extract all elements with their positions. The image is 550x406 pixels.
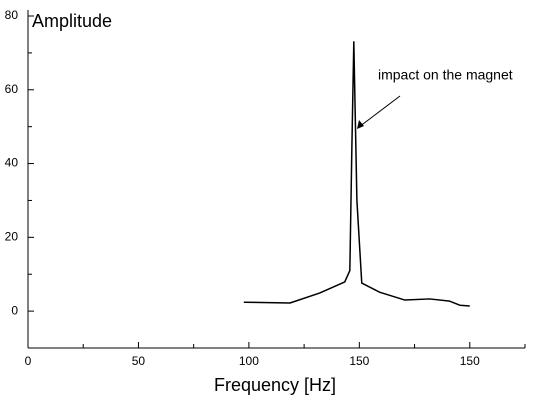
y-tick-label: 20 — [5, 230, 19, 244]
y-tick-label: 0 — [11, 303, 18, 317]
y-tick-label: 80 — [5, 8, 19, 22]
x-tick-label: 50 — [132, 354, 146, 368]
arrow-head — [357, 120, 364, 129]
data-line — [243, 41, 470, 307]
x-tick-label: 100 — [239, 354, 259, 368]
x-tick-label: 0 — [25, 354, 32, 368]
x-tick-label: 150 — [460, 354, 480, 368]
annotation: impact on the magnet — [378, 67, 513, 83]
annotation-arrow — [358, 95, 401, 128]
y-tick-label: 40 — [5, 156, 19, 170]
y-tick-label: 60 — [5, 82, 19, 96]
x-axis-label: Frequency [Hz] — [214, 375, 336, 395]
chart-title: Amplitude — [32, 11, 112, 31]
x-tick-label: 150 — [349, 354, 369, 368]
